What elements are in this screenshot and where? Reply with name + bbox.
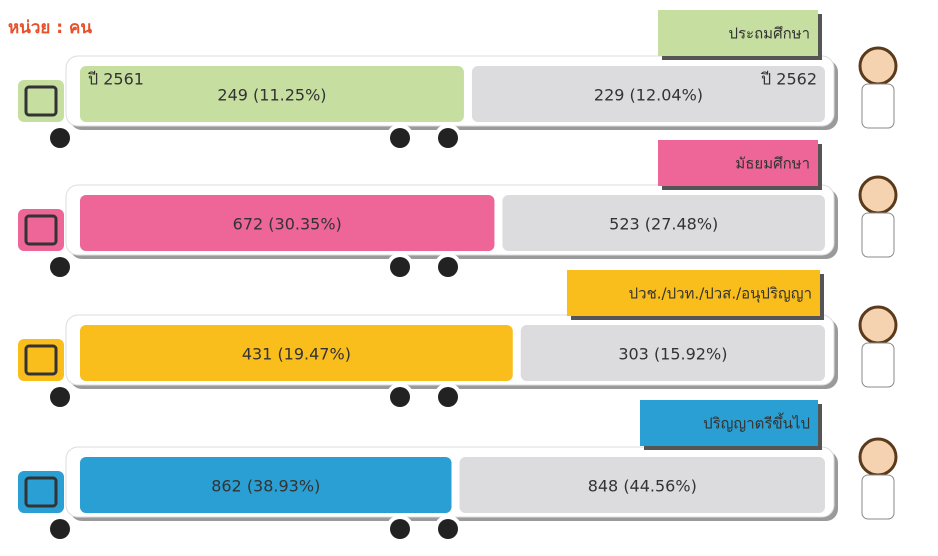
person-head <box>858 46 898 86</box>
value-label: 249 (11.25%) <box>217 86 326 105</box>
category-label: ปวช./ปวท./ปวส./อนุปริญญา <box>629 285 812 304</box>
value-label: 523 (27.48%) <box>609 215 718 234</box>
row-icon <box>18 339 64 381</box>
dot <box>438 519 458 539</box>
year-label: ปี 2562 <box>761 70 817 89</box>
dot <box>390 257 410 277</box>
unit-label: หน่วย : คน <box>8 18 92 38</box>
person-head <box>858 305 898 345</box>
dot <box>438 128 458 148</box>
bar <box>520 325 825 381</box>
dot <box>390 519 410 539</box>
category-label: ประถมศึกษา <box>728 25 810 43</box>
row-icon-inner <box>24 344 58 376</box>
dot <box>390 128 410 148</box>
year-label: ปี 2561 <box>88 70 144 89</box>
value-label: 862 (38.93%) <box>211 477 320 496</box>
row-icon-inner <box>24 214 58 246</box>
bar <box>502 195 825 251</box>
row-icon <box>18 471 64 513</box>
bar <box>459 457 825 513</box>
person-body <box>861 212 895 258</box>
value-label: 229 (12.04%) <box>594 86 703 105</box>
person-head <box>858 437 898 477</box>
person-body <box>861 83 895 129</box>
category-box <box>640 400 818 446</box>
value-label: 848 (44.56%) <box>588 477 697 496</box>
bar <box>80 457 452 513</box>
dot <box>50 128 70 148</box>
bar <box>80 195 495 251</box>
bar <box>80 66 464 122</box>
category-box <box>567 270 820 316</box>
dot <box>50 257 70 277</box>
category-box <box>658 140 818 186</box>
dot <box>390 387 410 407</box>
dot <box>50 387 70 407</box>
value-label: 431 (19.47%) <box>242 345 351 364</box>
row-icon-inner <box>24 476 58 508</box>
category-box <box>658 10 818 56</box>
row-icon <box>18 80 64 122</box>
row-icon <box>18 209 64 251</box>
value-label: 303 (15.92%) <box>618 345 727 364</box>
row-icon-inner <box>24 85 58 117</box>
bar <box>471 66 825 122</box>
category-label: มัธยมศึกษา <box>735 155 810 173</box>
bar <box>80 325 513 381</box>
person-body <box>861 342 895 388</box>
dot <box>438 387 458 407</box>
category-label: ปริญญาตรีขึ้นไป <box>703 413 810 433</box>
person-head <box>858 175 898 215</box>
dot <box>50 519 70 539</box>
dot <box>438 257 458 277</box>
value-label: 672 (30.35%) <box>233 215 342 234</box>
person-body <box>861 474 895 520</box>
